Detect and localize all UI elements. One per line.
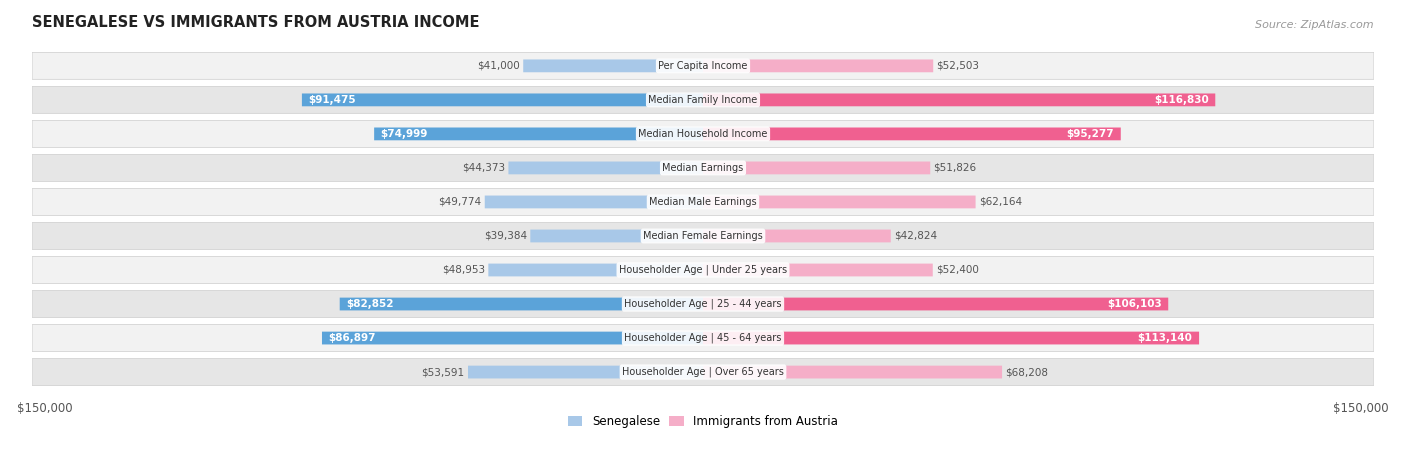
Text: $39,384: $39,384 [484, 231, 527, 241]
Text: $41,000: $41,000 [477, 61, 520, 71]
FancyBboxPatch shape [32, 120, 1374, 148]
FancyBboxPatch shape [32, 223, 1374, 249]
FancyBboxPatch shape [374, 127, 703, 140]
FancyBboxPatch shape [32, 359, 1374, 385]
FancyBboxPatch shape [509, 162, 703, 174]
Text: Median Family Income: Median Family Income [648, 95, 758, 105]
Text: Source: ZipAtlas.com: Source: ZipAtlas.com [1256, 20, 1374, 30]
FancyBboxPatch shape [703, 93, 1215, 106]
Text: $82,852: $82,852 [346, 299, 394, 309]
FancyBboxPatch shape [703, 332, 1199, 345]
FancyBboxPatch shape [703, 127, 1121, 140]
FancyBboxPatch shape [322, 332, 703, 345]
FancyBboxPatch shape [703, 59, 934, 72]
Text: $95,277: $95,277 [1067, 129, 1114, 139]
FancyBboxPatch shape [530, 230, 703, 242]
Text: Householder Age | Under 25 years: Householder Age | Under 25 years [619, 265, 787, 275]
FancyBboxPatch shape [703, 366, 1002, 378]
Text: $106,103: $106,103 [1107, 299, 1161, 309]
Text: $44,373: $44,373 [463, 163, 505, 173]
FancyBboxPatch shape [703, 263, 932, 276]
FancyBboxPatch shape [703, 230, 891, 242]
Text: Householder Age | 45 - 64 years: Householder Age | 45 - 64 years [624, 333, 782, 343]
FancyBboxPatch shape [32, 86, 1374, 113]
FancyBboxPatch shape [340, 297, 703, 311]
FancyBboxPatch shape [32, 290, 1374, 318]
Text: Median Male Earnings: Median Male Earnings [650, 197, 756, 207]
FancyBboxPatch shape [485, 196, 703, 208]
FancyBboxPatch shape [32, 155, 1374, 181]
Text: $86,897: $86,897 [329, 333, 375, 343]
FancyBboxPatch shape [488, 263, 703, 276]
Text: $62,164: $62,164 [979, 197, 1022, 207]
Text: $53,591: $53,591 [422, 367, 465, 377]
FancyBboxPatch shape [468, 366, 703, 378]
Text: Per Capita Income: Per Capita Income [658, 61, 748, 71]
Text: $49,774: $49,774 [439, 197, 481, 207]
Text: Median Household Income: Median Household Income [638, 129, 768, 139]
Text: $68,208: $68,208 [1005, 367, 1049, 377]
Text: $116,830: $116,830 [1154, 95, 1209, 105]
Text: $113,140: $113,140 [1137, 333, 1192, 343]
Text: $48,953: $48,953 [441, 265, 485, 275]
Text: SENEGALESE VS IMMIGRANTS FROM AUSTRIA INCOME: SENEGALESE VS IMMIGRANTS FROM AUSTRIA IN… [32, 15, 479, 30]
Text: $52,503: $52,503 [936, 61, 980, 71]
Text: Householder Age | Over 65 years: Householder Age | Over 65 years [621, 367, 785, 377]
Text: Householder Age | 25 - 44 years: Householder Age | 25 - 44 years [624, 299, 782, 309]
FancyBboxPatch shape [302, 93, 703, 106]
Legend: Senegalese, Immigrants from Austria: Senegalese, Immigrants from Austria [564, 410, 842, 432]
Text: $52,400: $52,400 [936, 265, 979, 275]
FancyBboxPatch shape [32, 256, 1374, 283]
Text: $91,475: $91,475 [308, 95, 356, 105]
FancyBboxPatch shape [703, 162, 931, 174]
FancyBboxPatch shape [32, 189, 1374, 215]
Text: $42,824: $42,824 [894, 231, 938, 241]
Text: Median Female Earnings: Median Female Earnings [643, 231, 763, 241]
FancyBboxPatch shape [523, 59, 703, 72]
Text: $74,999: $74,999 [381, 129, 427, 139]
FancyBboxPatch shape [32, 325, 1374, 352]
Text: $51,826: $51,826 [934, 163, 977, 173]
Text: Median Earnings: Median Earnings [662, 163, 744, 173]
FancyBboxPatch shape [703, 196, 976, 208]
FancyBboxPatch shape [32, 52, 1374, 79]
FancyBboxPatch shape [703, 297, 1168, 311]
